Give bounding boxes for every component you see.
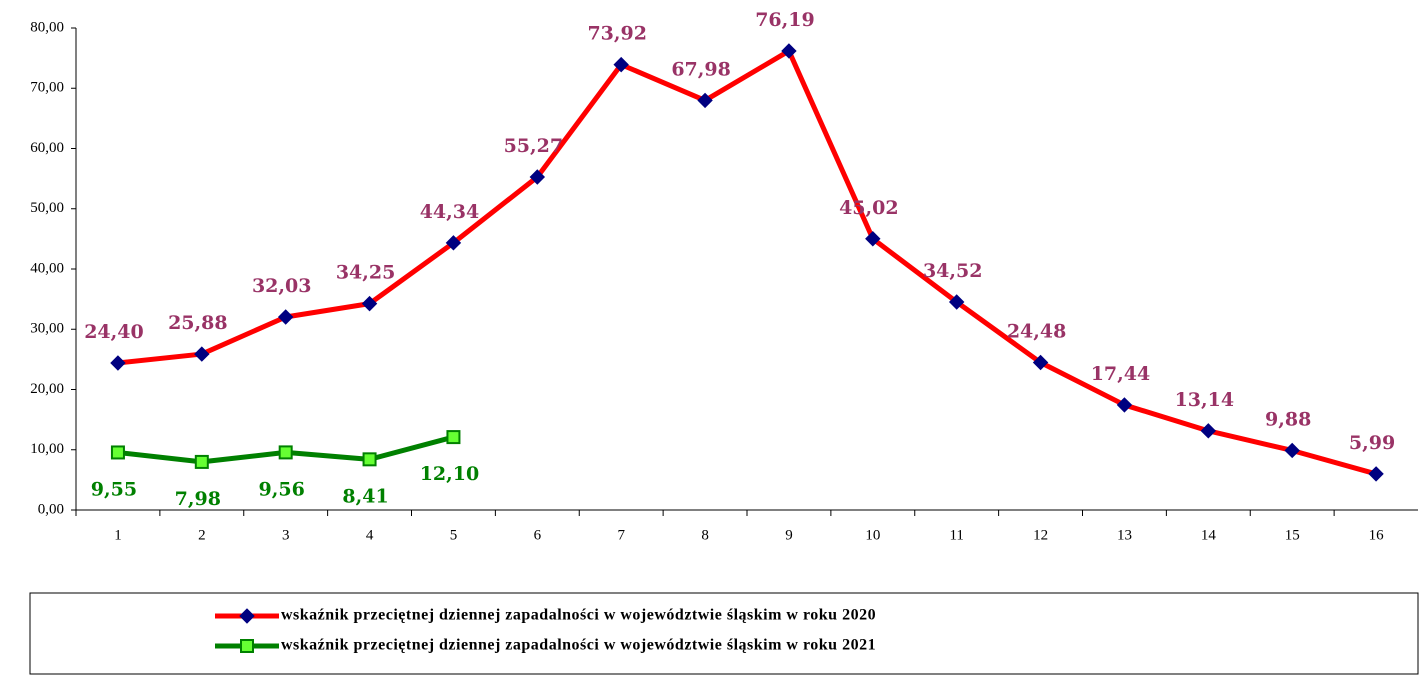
- data-label: 25,88: [168, 312, 228, 334]
- data-point: [277, 309, 294, 325]
- data-label: 9,56: [259, 478, 305, 500]
- x-tick-label: 4: [366, 527, 374, 543]
- data-point: [781, 43, 797, 59]
- y-tick-label: 60,00: [30, 140, 64, 156]
- y-tick-label: 10,00: [30, 441, 64, 457]
- data-label: 9,88: [1265, 408, 1311, 430]
- x-tick-label: 9: [785, 527, 793, 543]
- data-label: 34,52: [923, 260, 983, 282]
- data-point: [446, 430, 461, 445]
- data-label: 8,41: [342, 485, 388, 507]
- data-label: 34,25: [336, 262, 396, 284]
- data-label: 5,99: [1349, 432, 1395, 454]
- data-point: [529, 169, 546, 185]
- legend-label: wskaźnik przeciętnej dziennej zapadalnoś…: [281, 607, 876, 624]
- data-label: 45,02: [839, 197, 899, 219]
- x-tick-label: 2: [198, 527, 206, 543]
- data-label: 24,40: [84, 321, 144, 343]
- data-label: 7,98: [175, 488, 221, 510]
- data-point: [613, 56, 629, 73]
- data-point: [110, 445, 125, 460]
- x-tick-label: 7: [617, 527, 625, 543]
- legend-marker: [240, 639, 254, 653]
- data-point: [361, 295, 378, 312]
- data-point: [194, 346, 210, 362]
- data-label: 32,03: [252, 275, 312, 297]
- data-point: [1032, 354, 1049, 371]
- data-point: [948, 294, 965, 310]
- y-tick-label: 70,00: [30, 80, 64, 96]
- data-label: 24,48: [1007, 321, 1067, 343]
- data-point: [1368, 466, 1384, 482]
- x-tick-label: 10: [865, 527, 880, 543]
- data-point: [1200, 423, 1217, 439]
- legend-marker: [239, 608, 255, 624]
- y-tick-label: 20,00: [30, 381, 64, 397]
- data-label: 12,10: [420, 463, 480, 485]
- data-point: [865, 231, 881, 247]
- series-line: [117, 48, 1377, 477]
- legend-box: [29, 592, 1419, 675]
- y-tick-label: 40,00: [30, 260, 64, 276]
- data-label: 55,27: [504, 135, 564, 157]
- y-tick-label: 30,00: [30, 321, 64, 337]
- y-tick-label: 0,00: [38, 501, 64, 517]
- data-point: [1116, 397, 1133, 413]
- x-tick-label: 3: [282, 527, 290, 543]
- data-point: [110, 355, 126, 371]
- x-tick-label: 12: [1033, 527, 1048, 543]
- data-point: [697, 92, 713, 109]
- x-tick-label: 14: [1201, 527, 1217, 543]
- data-label: 9,55: [91, 478, 137, 500]
- data-label: 73,92: [587, 23, 647, 45]
- data-point: [445, 235, 462, 251]
- data-point: [1284, 442, 1300, 459]
- x-tick-label: 16: [1369, 527, 1385, 543]
- data-point: [278, 445, 293, 460]
- x-tick-label: 13: [1117, 527, 1132, 543]
- data-label: 13,14: [1175, 389, 1235, 411]
- y-tick-label: 80,00: [30, 19, 64, 35]
- x-tick-label: 8: [701, 527, 709, 543]
- y-tick-label: 50,00: [30, 200, 64, 216]
- x-tick-label: 1: [114, 527, 122, 543]
- data-label: 67,98: [671, 58, 731, 80]
- legend-label: wskaźnik przeciętnej dziennej zapadalnoś…: [281, 637, 876, 654]
- data-label: 17,44: [1091, 363, 1151, 385]
- x-tick-label: 11: [949, 527, 963, 543]
- data-point: [362, 452, 377, 467]
- x-tick-label: 6: [534, 527, 542, 543]
- x-tick-label: 5: [450, 527, 458, 543]
- data-label: 44,34: [420, 201, 480, 223]
- x-tick-label: 15: [1285, 527, 1300, 543]
- data-point: [194, 454, 209, 469]
- data-label: 76,19: [755, 9, 815, 31]
